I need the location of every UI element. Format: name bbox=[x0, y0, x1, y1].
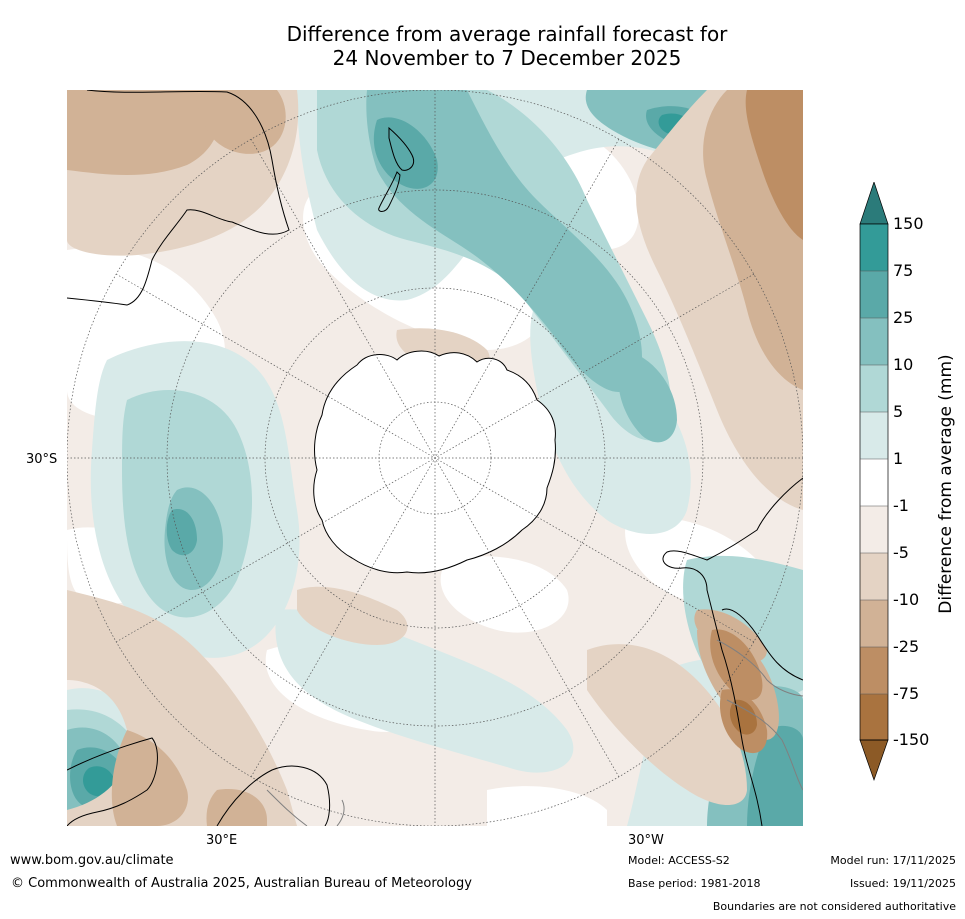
colorbar-outline bbox=[859, 223, 889, 741]
colorbar-band-5-1 bbox=[860, 412, 888, 459]
map-title: Difference from average rainfall forecas… bbox=[0, 22, 965, 70]
footer-copyright: © Commonwealth of Australia 2025, Austra… bbox=[11, 876, 472, 891]
colorbar-extend-low bbox=[859, 739, 889, 782]
colorbar-tick: 75 bbox=[893, 261, 914, 280]
footer-disclaimer: Boundaries are not considered authoritat… bbox=[712, 900, 956, 913]
longitude-label-30e: 30°E bbox=[206, 833, 238, 848]
colorbar-canvas bbox=[859, 180, 889, 782]
colorbar-extend-high bbox=[859, 180, 889, 225]
rainfall-map bbox=[67, 90, 803, 826]
antarctica-coastline bbox=[313, 350, 556, 574]
continent-outlines bbox=[67, 90, 803, 826]
colorbar-band-75-25 bbox=[860, 271, 888, 318]
colorbar-tick: -1 bbox=[893, 496, 909, 515]
colorbar-tick: -25 bbox=[893, 637, 920, 656]
colorbar-tick: 25 bbox=[893, 308, 914, 327]
colorbar-tick: -75 bbox=[893, 684, 920, 703]
colorbar-title: Difference from average (mm) bbox=[936, 354, 956, 614]
colorbar-band-25-10 bbox=[860, 318, 888, 365]
colorbar-tick: -150 bbox=[893, 730, 930, 749]
title-line-2: 24 November to 7 December 2025 bbox=[332, 46, 682, 70]
map-canvas bbox=[67, 90, 803, 826]
colorbar-tick: 1 bbox=[893, 449, 904, 468]
colorbar-band-m25-m75 bbox=[860, 647, 888, 694]
colorbar-tick: 5 bbox=[893, 402, 904, 421]
colorbar-dividers bbox=[860, 270, 888, 695]
colorbar-band-m1-m5 bbox=[860, 506, 888, 553]
footer-issued: Issued: 19/11/2025 bbox=[849, 877, 956, 890]
colorbar-band-m5-m10 bbox=[860, 553, 888, 600]
graticule bbox=[67, 90, 803, 826]
colorbar-band-1-m1 bbox=[860, 459, 888, 506]
colorbar-band-m75-m150 bbox=[860, 694, 888, 740]
footer-base-period: Base period: 1981-2018 bbox=[628, 877, 761, 890]
footer-model: Model: ACCESS-S2 bbox=[628, 854, 730, 867]
colorbar-band-m10-m25 bbox=[860, 600, 888, 647]
country-borders bbox=[266, 639, 803, 826]
colorbar bbox=[858, 180, 890, 782]
colorbar-tick: -5 bbox=[893, 543, 909, 562]
colorbar-band-10-5 bbox=[860, 365, 888, 412]
colorbar-tick: -10 bbox=[893, 590, 920, 609]
colorbar-tick: 10 bbox=[893, 355, 914, 374]
latitude-label-30s: 30°S bbox=[26, 452, 58, 467]
colorbar-band-150-75 bbox=[860, 224, 888, 271]
footer-model-run: Model run: 17/11/2025 bbox=[830, 854, 956, 867]
longitude-label-30w: 30°W bbox=[628, 833, 664, 848]
colorbar-tick: 150 bbox=[893, 214, 924, 233]
title-line-1: Difference from average rainfall forecas… bbox=[286, 22, 728, 46]
footer-url: www.bom.gov.au/climate bbox=[10, 853, 174, 868]
